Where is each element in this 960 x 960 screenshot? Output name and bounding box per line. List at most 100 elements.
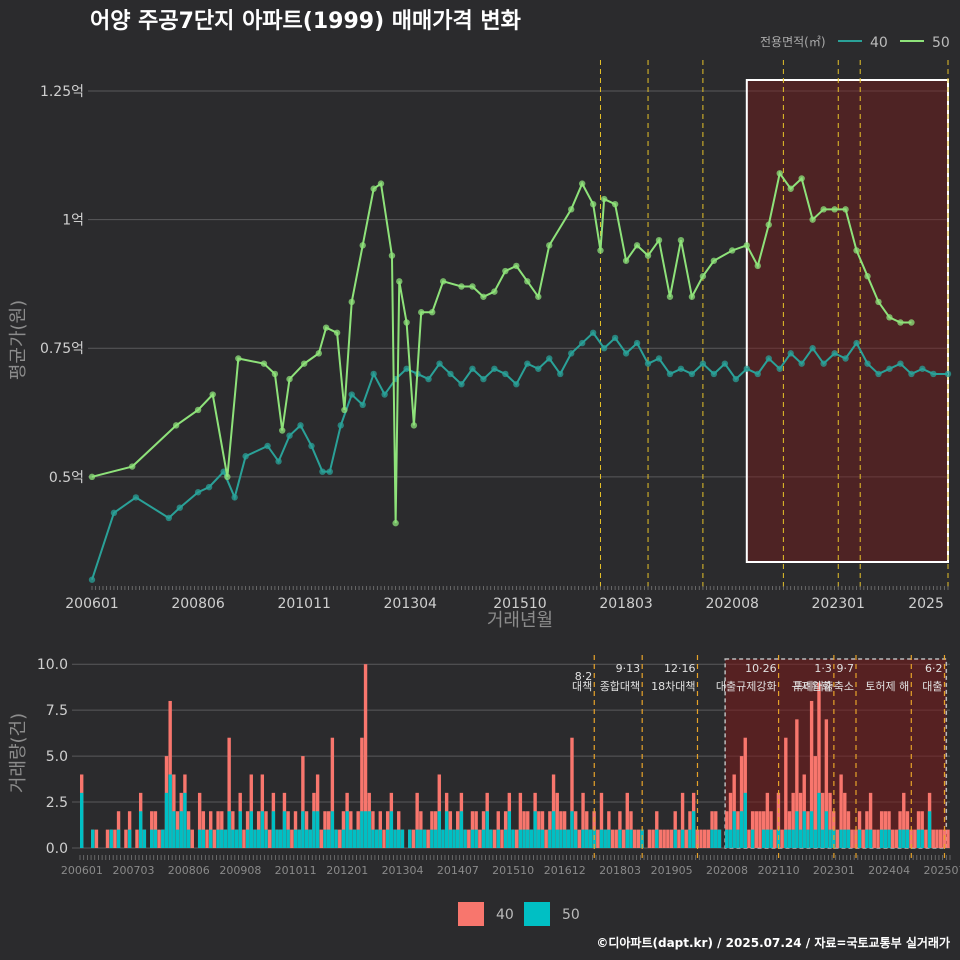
price-point-50 <box>403 319 410 326</box>
price-point-50 <box>359 242 366 249</box>
event-text-label: 특례대출축소 <box>793 680 854 693</box>
volume-bar-50 <box>168 774 172 848</box>
price-x-tick-label: 201510 <box>493 596 546 612</box>
volume-bar-40 <box>426 829 430 848</box>
price-point-50 <box>341 406 348 414</box>
volume-bar-50 <box>223 829 228 848</box>
volume-bar-50 <box>710 829 714 848</box>
volume-bar-40 <box>868 792 873 848</box>
volume-bar-50 <box>463 829 467 848</box>
price-point-50 <box>622 257 630 264</box>
volume-legend: 40 50 <box>458 902 580 926</box>
volume-bar-40 <box>891 829 895 848</box>
legend-volume-40: 40 <box>496 907 514 923</box>
volume-x-tick-label: 201612 <box>544 864 586 877</box>
volume-bar-40 <box>850 829 854 848</box>
price-point-40 <box>721 360 729 367</box>
price-point-40 <box>809 345 816 352</box>
volume-bar-50 <box>315 811 320 848</box>
price-point-40 <box>787 350 794 357</box>
volume-bar-50 <box>341 829 346 848</box>
volume-bar-50 <box>186 829 191 848</box>
price-point-40 <box>88 576 96 583</box>
volume-bar-50 <box>260 811 265 848</box>
volume-bar-50 <box>116 829 121 848</box>
volume-bar-50 <box>728 829 733 848</box>
volume-bar-50 <box>456 829 460 848</box>
volume-bar-50 <box>507 811 512 848</box>
volume-bar-50 <box>360 811 364 848</box>
price-point-40 <box>842 355 849 362</box>
volume-bar-40 <box>820 792 825 848</box>
price-point-40 <box>677 365 685 372</box>
price-point-40 <box>132 494 140 501</box>
price-point-40 <box>568 350 575 357</box>
volume-bar-50 <box>503 829 508 848</box>
volume-bar-50 <box>279 829 283 848</box>
source-caption: ©디아파트(dapt.kr) / 2025.07.24 / 자료=국토교통부 실… <box>596 935 950 950</box>
volume-bar-50 <box>172 811 176 848</box>
volume-bar-40 <box>666 829 670 848</box>
price-point-40 <box>436 360 443 367</box>
event-date-label: 12·16 <box>664 662 696 675</box>
volume-bar-40 <box>415 792 419 848</box>
volume-bar-40 <box>699 829 703 848</box>
volume-y-tick-label: 7.5 <box>46 703 68 719</box>
price-point-40 <box>513 381 520 388</box>
volume-bar-50 <box>846 829 851 848</box>
price-point-40 <box>337 422 344 429</box>
legend-title: 전용면적(㎡) <box>760 35 826 49</box>
volume-bar-50 <box>231 829 235 848</box>
volume-bar-40 <box>190 829 194 848</box>
volume-bar-40 <box>227 737 231 848</box>
event-date-label: 1·3 <box>814 662 832 675</box>
price-point-50 <box>458 283 465 290</box>
volume-bar-40 <box>795 719 799 848</box>
volume-bar-50 <box>883 829 888 848</box>
price-point-40 <box>688 370 696 378</box>
volume-bar-50 <box>839 829 843 848</box>
volume-bar-50 <box>474 829 478 848</box>
volume-bar-50 <box>879 829 884 848</box>
volume-bar-50 <box>688 829 692 848</box>
volume-bar-50 <box>905 829 910 848</box>
volume-bar-50 <box>164 792 169 848</box>
price-point-50 <box>429 309 436 316</box>
volume-bar-50 <box>142 829 147 848</box>
event-date-label: 9·13 <box>616 662 641 675</box>
volume-bar-50 <box>249 811 253 848</box>
volume-bar-50 <box>293 829 298 848</box>
price-point-50 <box>600 195 608 203</box>
price-x-tick-label: 200601 <box>65 596 118 612</box>
event-text-label: 토허제 해 <box>865 679 909 693</box>
price-point-40 <box>425 375 432 383</box>
volume-bar-50 <box>566 829 570 848</box>
price-point-50 <box>611 200 619 208</box>
volume-bar-40 <box>515 829 519 848</box>
volume-bar-40 <box>242 829 246 848</box>
volume-bar-40 <box>758 811 762 848</box>
price-point-50 <box>418 309 425 316</box>
volume-bar-50 <box>813 829 817 848</box>
volume-bar-50 <box>397 829 401 848</box>
volume-bar-40 <box>938 829 943 848</box>
volume-bar-40 <box>706 829 711 848</box>
volume-bar-40 <box>518 792 523 848</box>
volume-bar-40 <box>330 737 335 848</box>
volume-bar-50 <box>798 829 803 848</box>
price-point-40 <box>930 370 937 378</box>
volume-bar-50 <box>452 829 456 848</box>
volume-bar-40 <box>581 792 585 848</box>
volume-bar-50 <box>828 829 832 848</box>
volume-bar-50 <box>551 811 556 848</box>
volume-bar-40 <box>813 756 817 848</box>
legend-label-40: 40 <box>870 35 888 51</box>
price-point-40 <box>864 360 871 367</box>
volume-bar-40 <box>798 792 803 848</box>
price-y-tick-label: 0.75억 <box>40 341 84 357</box>
price-point-40 <box>370 370 377 378</box>
price-point-40 <box>348 391 355 398</box>
price-point-40 <box>699 360 707 367</box>
price-point-50 <box>370 185 377 192</box>
